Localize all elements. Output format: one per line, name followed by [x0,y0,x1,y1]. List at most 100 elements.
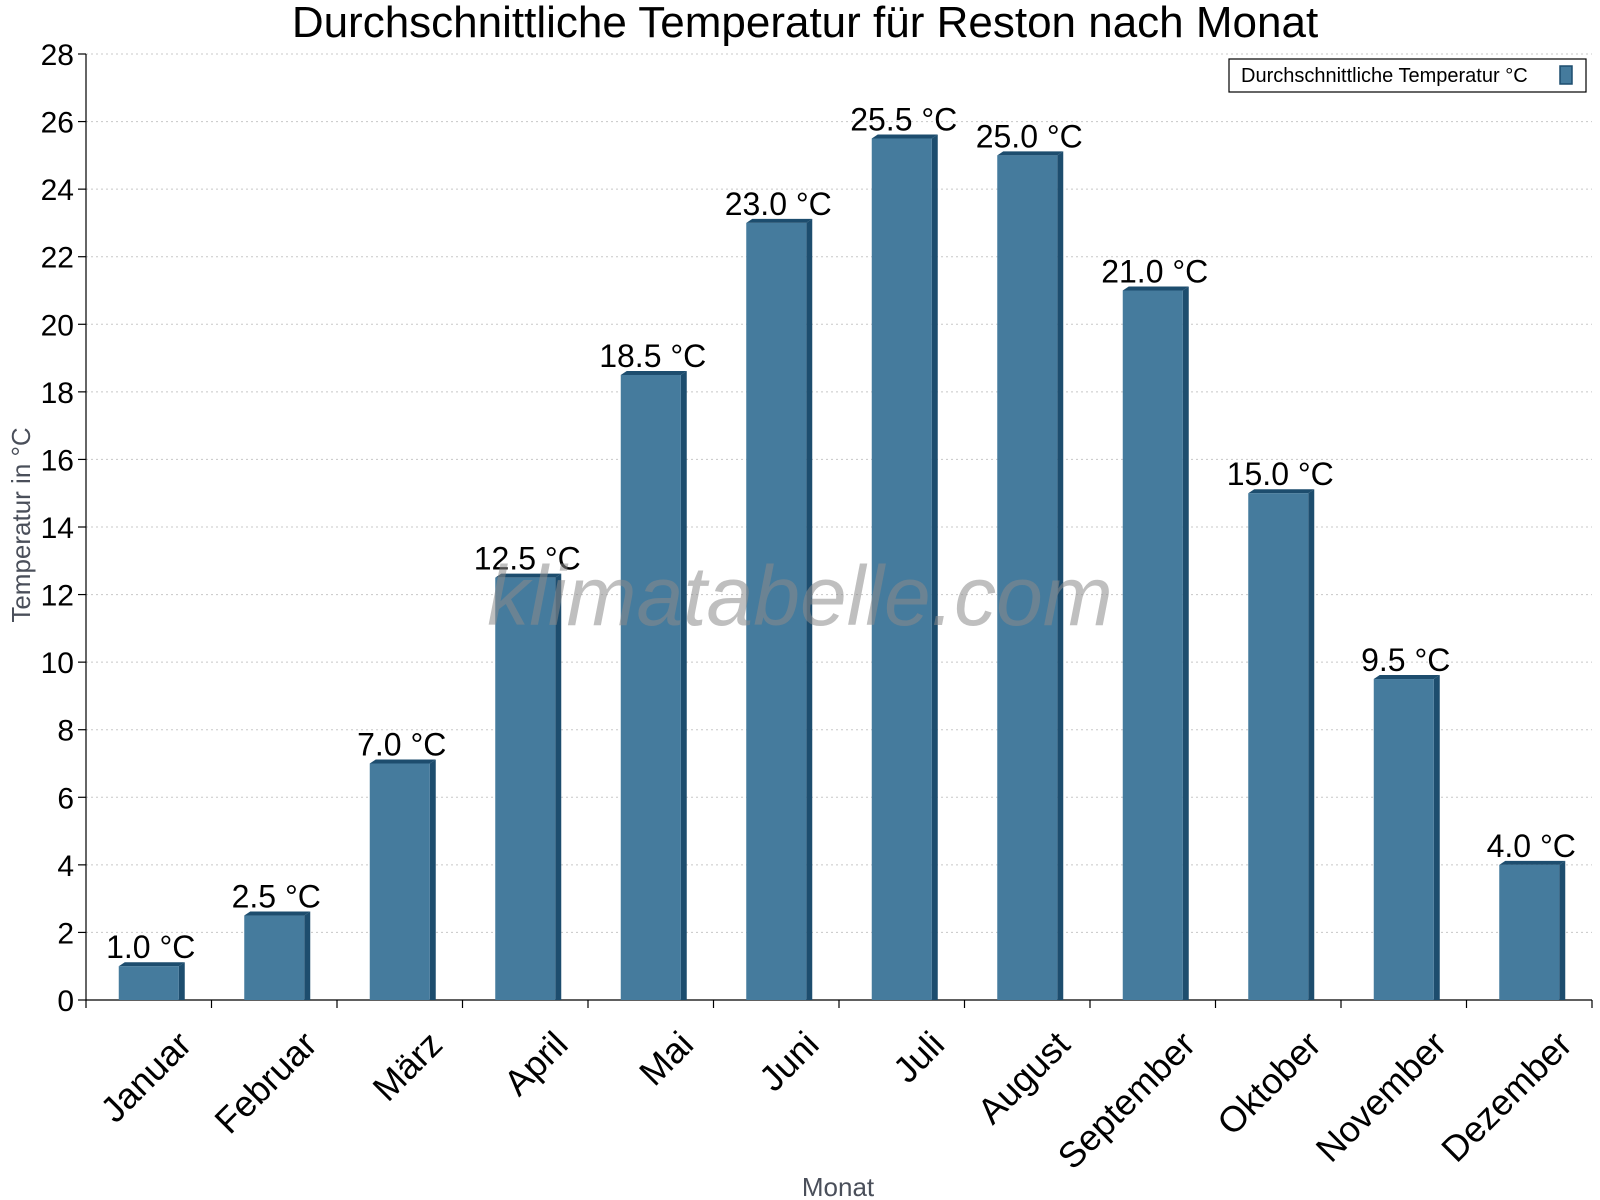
bar [1248,489,1315,1000]
data-label: 25.5 °C [850,101,957,137]
bar [495,573,562,1000]
bar-side-face [1308,489,1315,1000]
bar-top-face [1122,286,1189,291]
bar-top-face [1373,675,1440,680]
bar-top-face [871,134,938,139]
bar-side-face [1559,860,1566,1000]
bar-side-face [1182,286,1189,1000]
data-label: 25.0 °C [976,118,1083,154]
y-tick-label: 10 [41,647,74,680]
bar-front-face [1499,864,1560,1000]
bar-top-face [369,759,436,764]
bar [997,151,1064,1000]
gridlines [86,53,1592,933]
bar [1373,675,1440,1000]
bar-front-face [871,138,932,1000]
bar-front-face [244,915,305,1000]
x-tick-label: November [1308,1023,1454,1169]
data-label: 7.0 °C [357,727,446,763]
data-label: 18.5 °C [599,338,706,374]
bar-top-face [118,962,185,967]
bar [369,759,436,1000]
bar [244,911,311,1000]
y-tick-label: 2 [57,917,74,950]
bar [1122,286,1189,1000]
bar-top-face [746,218,813,223]
y-tick-label: 18 [41,377,74,410]
y-tick-label: 22 [41,242,74,275]
data-label: 23.0 °C [725,186,832,222]
legend-box [1228,58,1587,93]
y-tick-label: 14 [41,512,74,545]
y-tick-label: 26 [41,107,74,140]
y-axis-label: Temperatur in °C [6,427,36,622]
data-labels: 1.0 °C 2.5 °C 7.0 °C 12.5 °C 18.5 °C 23.0 °C 2… [106,101,1576,965]
bar-front-face [1248,493,1309,1000]
data-label: 21.0 °C [1101,254,1208,290]
bar-side-face [555,573,562,1000]
bar-side-face [1057,151,1064,1000]
bar-front-face [118,966,179,1000]
x-tick-label: Januar [92,1023,199,1130]
data-label: 1.0 °C [106,929,195,965]
legend-swatch [1559,65,1573,85]
bar [871,134,938,1000]
x-tick-label: März [365,1023,451,1109]
chart-title: Durchschnittliche Temperatur für Reston … [292,0,1318,47]
x-axis-label: Monat [802,1172,875,1200]
axes [78,53,1593,1008]
bar-top-face [1499,860,1566,865]
x-tick-label: Februar [206,1023,324,1141]
bar-front-face [620,374,681,1000]
y-tick-label: 6 [57,782,74,815]
bar-front-face [495,577,556,1000]
legend-label: Durchschnittliche Temperatur °C [1241,65,1528,87]
y-tick-label: 4 [57,850,74,883]
watermark-text: klimatabelle.com [487,549,1113,643]
x-tick-label: Mai [631,1023,701,1093]
bar-front-face [1122,290,1183,1000]
x-tick-label: Oktober [1209,1023,1329,1143]
y-tick-label: 12 [41,580,74,613]
y-tick-label: 28 [41,39,74,72]
x-tick-label: August [969,1023,1077,1131]
x-tick-label: September [1050,1023,1204,1177]
bar-side-face [1433,675,1440,1000]
y-tick-label: 0 [57,985,74,1018]
data-label: 9.5 °C [1361,642,1450,678]
y-tick-label: 8 [57,715,74,748]
bar-side-face [178,962,185,1000]
bar-top-face [620,370,687,375]
bar-front-face [369,763,430,1000]
bar-side-face [931,134,938,1000]
bar-side-face [680,370,687,1000]
x-tick-label: Dezember [1433,1023,1579,1169]
bar-front-face [997,155,1058,1000]
bar-top-face [1248,489,1315,494]
bar-front-face [746,222,807,1000]
bar [118,962,185,1000]
y-tick-label: 20 [41,309,74,342]
x-tick-labels: Januar Februar März April Mai Juni Juli AugustS… [92,1023,1579,1177]
bar-side-face [304,911,311,1000]
legend: Durchschnittliche Temperatur °C [1228,58,1587,93]
data-label: 4.0 °C [1487,828,1576,864]
bar-top-face [495,573,562,578]
bars [118,134,1566,1000]
y-tick-label: 24 [41,174,74,207]
bar-side-face [806,218,813,1000]
bar [1499,860,1566,1000]
bar [620,370,687,1000]
bar-front-face [1373,679,1434,1000]
bar-side-face [429,759,436,1000]
x-tick-label: Juni [751,1023,827,1099]
y-tick-label: 16 [41,444,74,477]
data-label: 12.5 °C [474,541,581,577]
bar-top-face [244,911,311,916]
x-tick-label: Juli [885,1023,952,1090]
data-label: 15.0 °C [1227,456,1334,492]
data-label: 2.5 °C [232,879,321,915]
